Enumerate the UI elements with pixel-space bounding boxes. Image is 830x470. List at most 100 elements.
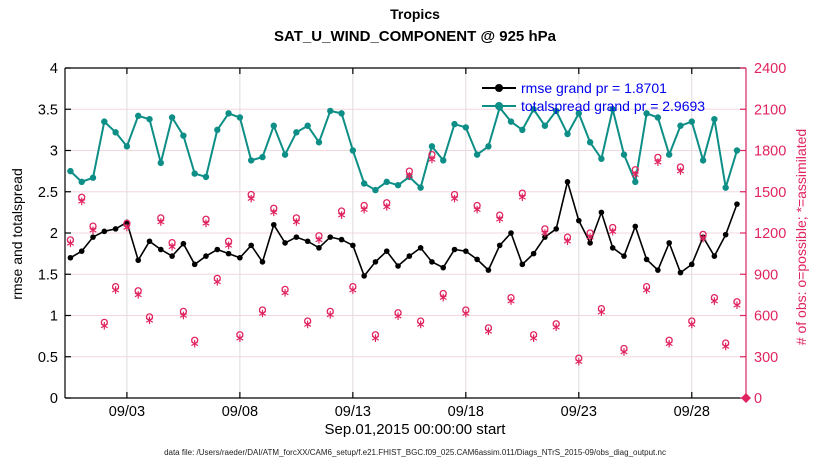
legend-label-rmse: rmse grand pr = 1.8701 — [521, 80, 667, 96]
y-right-tick-label: 1500 — [754, 185, 786, 201]
assimilated-obs-marker — [507, 298, 515, 304]
y-axis-left-label: rmse and totalspread — [9, 168, 25, 300]
assimilated-obs-marker — [722, 344, 730, 349]
assimilated-obs-marker — [191, 341, 199, 347]
obs-count-markers — [66, 150, 751, 403]
y-right-tick-label: 0 — [754, 391, 762, 407]
assimilated-obs-marker — [597, 309, 605, 315]
assimilated-obs-marker — [473, 207, 481, 213]
assimilated-obs-marker — [439, 295, 447, 301]
assimilated-obs-marker — [383, 204, 391, 210]
gridlines — [65, 68, 746, 398]
assimilated-obs-marker — [428, 157, 436, 162]
assimilated-obs-marker — [609, 229, 617, 235]
y-right-tick-label: 600 — [754, 309, 778, 325]
x-tick-label: 09/08 — [222, 404, 258, 420]
x-tick-label: 09/28 — [674, 404, 710, 420]
assimilated-obs-marker — [586, 234, 594, 240]
data-file-path: data file: /Users/raeder/DAI/ATM_forcXX/… — [164, 448, 666, 457]
y-right-tick-label: 300 — [754, 350, 778, 366]
assimilated-obs-marker — [405, 173, 413, 179]
assimilated-obs-marker — [541, 230, 549, 236]
assimilated-obs-marker — [202, 220, 210, 226]
assimilated-obs-marker — [654, 159, 662, 165]
assimilated-obs-marker — [484, 328, 493, 334]
legend-entry-rmse: rmse grand pr = 1.8701 — [482, 79, 705, 97]
y-left-tick-label: 3 — [50, 144, 58, 160]
assimilated-obs-marker — [676, 168, 685, 174]
legend: rmse grand pr = 1.8701 totalspread grand… — [482, 79, 705, 115]
end-zero-diamond-marker — [741, 393, 751, 403]
y-left-tick-label: 4 — [50, 61, 58, 77]
assimilated-obs-marker — [450, 196, 459, 202]
assimilated-obs-marker — [304, 322, 312, 327]
rmse-series — [67, 178, 740, 279]
y-left-tick-label: 1 — [50, 309, 58, 325]
x-tick-label: 09/18 — [448, 404, 484, 420]
assimilated-obs-marker — [394, 313, 402, 319]
legend-label-totalspread: totalspread grand pr = 2.9693 — [521, 98, 706, 114]
totalspread-line-sample-icon — [482, 97, 516, 115]
assimilated-obs-marker — [552, 324, 560, 330]
assimilated-obs-marker — [575, 359, 583, 364]
legend-entry-totalspread: totalspread grand pr = 2.9693 — [482, 97, 705, 115]
assimilated-obs-marker — [699, 236, 707, 241]
y-left-tick-label: 2.5 — [38, 185, 58, 201]
totalspread-series — [67, 104, 741, 194]
assimilated-obs-marker — [78, 198, 86, 204]
assimilated-obs-marker — [315, 237, 323, 243]
assimilated-obs-marker — [563, 238, 572, 244]
assimilated-obs-marker — [733, 302, 741, 308]
y-right-tick-label: 1200 — [754, 226, 786, 242]
y-left-tick-label: 0 — [50, 391, 58, 407]
assimilated-obs-marker — [620, 349, 628, 355]
x-tick-label: 09/03 — [109, 404, 145, 420]
assimilated-obs-marker — [66, 240, 75, 246]
assimilated-obs-marker — [326, 312, 334, 318]
y-right-tick-label: 2100 — [754, 102, 786, 118]
assimilated-obs-marker — [258, 311, 267, 316]
y-right-tick-label: 1800 — [754, 144, 786, 160]
y-left-tick-label: 0.5 — [38, 350, 58, 366]
assimilated-obs-marker — [168, 244, 176, 250]
x-tick-label: 09/23 — [561, 404, 597, 420]
assimilated-obs-marker — [145, 317, 154, 323]
assimilated-obs-marker — [179, 313, 187, 318]
assimilated-obs-marker — [371, 335, 380, 341]
y-right-tick-label: 900 — [754, 267, 778, 283]
assimilated-obs-marker — [247, 196, 255, 202]
y-left-tick-label: 2 — [50, 226, 58, 242]
assimilated-obs-marker — [631, 172, 639, 177]
assimilated-obs-marker — [518, 194, 526, 200]
y-axis-right-label: # of obs: o=possible; *=assimilated — [793, 128, 809, 346]
assimilated-obs-marker — [270, 209, 278, 215]
assimilated-obs-marker — [281, 290, 289, 296]
assimilated-obs-marker — [123, 225, 131, 230]
x-axis-label: Sep.01,2015 00:00:00 start — [324, 421, 506, 438]
assimilated-obs-marker — [100, 323, 108, 329]
assimilated-obs-marker — [462, 311, 470, 316]
assimilated-obs-marker — [710, 298, 718, 304]
chart-subtitle: SAT_U_WIND_COMPONENT @ 925 hPa — [274, 28, 556, 45]
assimilated-obs-marker — [530, 335, 538, 341]
assimilated-obs-marker — [213, 279, 221, 285]
assimilated-obs-marker — [642, 287, 651, 293]
assimilated-obs-marker — [688, 322, 696, 327]
assimilated-obs-marker — [224, 242, 233, 248]
assimilated-obs-marker — [349, 287, 357, 293]
assimilated-obs-marker — [157, 219, 165, 225]
rmse-line-sample-icon — [482, 79, 516, 97]
assimilated-obs-marker — [292, 219, 300, 225]
y-left-tick-label: 1.5 — [38, 267, 58, 283]
assimilated-obs-marker — [417, 322, 425, 327]
chart-title: Tropics — [390, 6, 440, 22]
y-left-tick-label: 3.5 — [38, 102, 58, 118]
assimilated-obs-marker — [360, 207, 368, 213]
assimilated-obs-marker — [89, 227, 97, 233]
assimilated-obs-marker — [236, 335, 244, 341]
assimilated-obs-marker — [665, 341, 673, 347]
y-right-tick-label: 2400 — [754, 61, 786, 77]
x-tick-label: 09/13 — [335, 404, 371, 420]
